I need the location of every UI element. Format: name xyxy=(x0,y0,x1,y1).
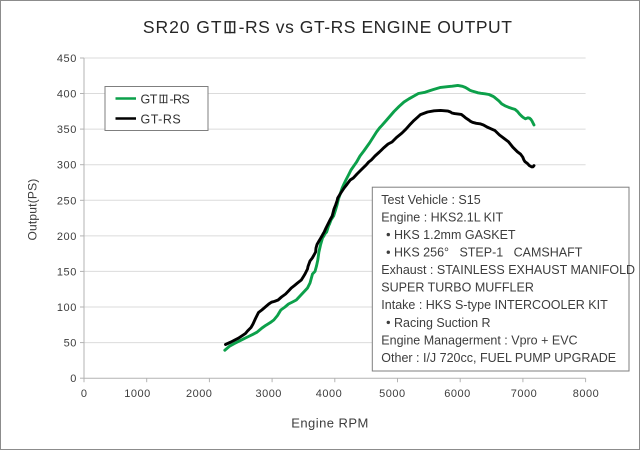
svg-text:200: 200 xyxy=(57,231,77,243)
svg-text:HKS 256° STEP-1 CAMSHAFT: HKS 256° STEP-1 CAMSHAFT xyxy=(394,246,583,260)
svg-text:5000: 5000 xyxy=(379,388,405,400)
svg-text:0: 0 xyxy=(70,373,77,385)
svg-text:7000: 7000 xyxy=(511,388,537,400)
svg-text:50: 50 xyxy=(64,338,77,350)
svg-text:SUPER TURBO MUFFLER: SUPER TURBO MUFFLER xyxy=(381,281,534,295)
svg-text:6000: 6000 xyxy=(444,388,470,400)
svg-text:0: 0 xyxy=(81,388,88,400)
svg-text:-RS vs GT-RS ENGINE OUTPUT: -RS vs GT-RS ENGINE OUTPUT xyxy=(239,17,513,37)
svg-text:400: 400 xyxy=(57,89,77,101)
svg-text:4000: 4000 xyxy=(316,388,342,400)
svg-text:GT: GT xyxy=(141,92,158,106)
svg-text:SR20 GT: SR20 GT xyxy=(143,17,223,37)
svg-text:Engine : HKS2.1L KIT: Engine : HKS2.1L KIT xyxy=(381,211,503,225)
svg-text:1000: 1000 xyxy=(124,388,150,400)
svg-text:8000: 8000 xyxy=(573,388,599,400)
svg-text:Engine RPM: Engine RPM xyxy=(291,415,368,430)
svg-text:3000: 3000 xyxy=(255,388,281,400)
svg-text:Racing Suction R: Racing Suction R xyxy=(394,316,491,330)
svg-text:Output(PS): Output(PS) xyxy=(25,178,39,240)
svg-text:Engine Managerment : Vpro + EV: Engine Managerment : Vpro + EVC xyxy=(381,333,577,347)
svg-text:-RS: -RS xyxy=(170,92,190,106)
svg-text:Test Vehicle : S15: Test Vehicle : S15 xyxy=(381,193,480,207)
svg-text:150: 150 xyxy=(57,266,77,278)
svg-text:2000: 2000 xyxy=(186,388,212,400)
svg-text:300: 300 xyxy=(57,160,77,172)
svg-text:450: 450 xyxy=(57,53,77,65)
svg-text:100: 100 xyxy=(57,302,77,314)
svg-text:HKS 1.2mm GASKET: HKS 1.2mm GASKET xyxy=(394,228,516,242)
svg-text:GT-RS: GT-RS xyxy=(141,112,182,126)
svg-text:Intake : HKS S-type INTERCOOLE: Intake : HKS S-type INTERCOOLER KIT xyxy=(381,298,608,312)
svg-text:Other : I/J 720cc, FUEL PUMP U: Other : I/J 720cc, FUEL PUMP UPGRADE xyxy=(381,351,616,365)
svg-text:Exhaust : STAINLESS EXHAUST MA: Exhaust : STAINLESS EXHAUST MANIFOLD xyxy=(381,263,635,277)
svg-text:250: 250 xyxy=(57,195,77,207)
svg-text:350: 350 xyxy=(57,124,77,136)
